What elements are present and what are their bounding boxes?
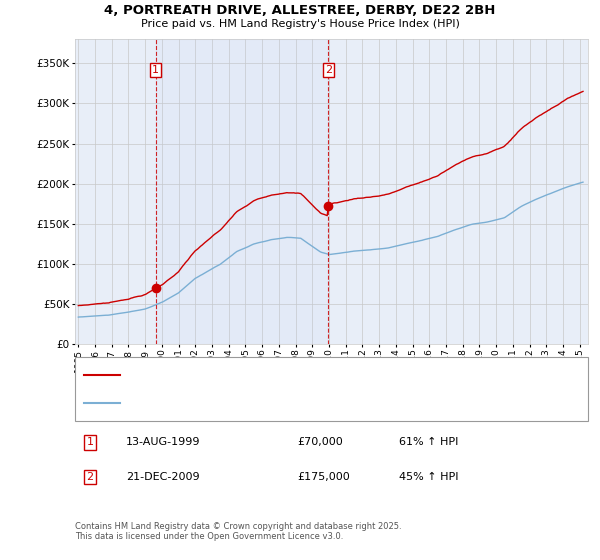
- Bar: [155, 39, 328, 344]
- Text: 4, PORTREATH DRIVE, ALLESTREE, DERBY, DE22 2BH: 4, PORTREATH DRIVE, ALLESTREE, DERBY, DE…: [104, 4, 496, 17]
- Text: £70,000: £70,000: [297, 437, 343, 447]
- Text: 4, PORTREATH DRIVE, ALLESTREE, DERBY, DE22 2BH (semi-detached house): 4, PORTREATH DRIVE, ALLESTREE, DERBY, DE…: [126, 370, 502, 380]
- Text: HPI: Average price, semi-detached house, City of Derby: HPI: Average price, semi-detached house,…: [126, 398, 398, 408]
- Text: 45% ↑ HPI: 45% ↑ HPI: [399, 472, 458, 482]
- Text: Contains HM Land Registry data © Crown copyright and database right 2025.
This d: Contains HM Land Registry data © Crown c…: [75, 522, 401, 542]
- Text: 2: 2: [325, 65, 332, 74]
- Text: £175,000: £175,000: [297, 472, 350, 482]
- Text: 1: 1: [86, 437, 94, 447]
- Text: 1: 1: [152, 65, 159, 74]
- Text: 13-AUG-1999: 13-AUG-1999: [126, 437, 200, 447]
- Text: 21-DEC-2009: 21-DEC-2009: [126, 472, 200, 482]
- Text: Price paid vs. HM Land Registry's House Price Index (HPI): Price paid vs. HM Land Registry's House …: [140, 19, 460, 29]
- Text: 2: 2: [86, 472, 94, 482]
- Text: 61% ↑ HPI: 61% ↑ HPI: [399, 437, 458, 447]
